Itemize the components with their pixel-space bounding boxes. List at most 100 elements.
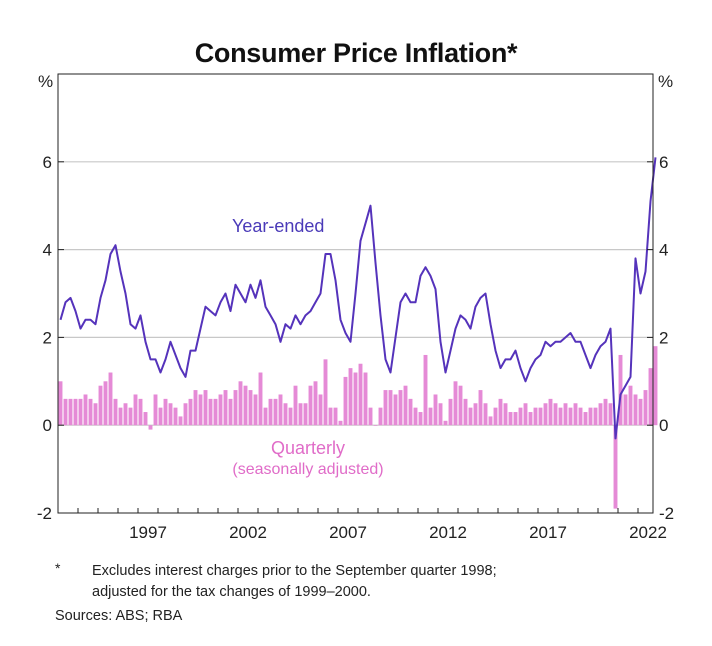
quarterly-bar — [133, 394, 138, 426]
quarterly-bar — [473, 403, 478, 426]
quarterly-bar — [293, 385, 298, 426]
quarterly-bar — [338, 420, 343, 426]
quarterly-bar — [383, 390, 388, 426]
y-tick-label-left: 4 — [43, 241, 52, 260]
quarterly-bar — [328, 407, 333, 426]
x-tick-label: 2002 — [229, 523, 267, 542]
quarterly-bar — [538, 407, 543, 426]
quarterly-bar — [563, 403, 568, 426]
quarterly-bar — [468, 407, 473, 426]
quarterly-bar — [268, 398, 273, 426]
quarterly-bar — [458, 385, 463, 426]
quarterly-bar — [163, 398, 168, 426]
quarterly-bar — [93, 403, 98, 426]
quarterly-bar — [648, 368, 653, 426]
quarterly-bar — [498, 398, 503, 426]
quarterly-bar — [393, 394, 398, 426]
quarterly-bars — [58, 346, 658, 509]
quarterly-bar — [613, 425, 618, 509]
quarterly-bar — [103, 381, 108, 426]
quarterly-bar — [428, 407, 433, 426]
quarterly-bar — [618, 354, 623, 426]
quarterly-bar — [598, 403, 603, 426]
quarterly-bar — [278, 394, 283, 426]
quarterly-bar — [183, 403, 188, 426]
quarterly-bar — [398, 390, 403, 426]
quarterly-bar — [198, 394, 203, 426]
y-tick-label-left: 6 — [43, 153, 52, 172]
quarterly-bar — [633, 394, 638, 426]
quarterly-bar — [508, 412, 513, 426]
y-tick-label-left: 0 — [43, 416, 52, 435]
quarterly-bar — [528, 412, 533, 426]
quarterly-bar — [568, 407, 573, 426]
footnote-line-1: Excludes interest charges prior to the S… — [92, 563, 497, 579]
quarterly-bar — [283, 403, 288, 426]
year-ended-line-group — [59, 157, 657, 440]
x-tick-label: 2022 — [629, 523, 667, 542]
quarterly-bar — [438, 403, 443, 426]
quarterly-bar — [273, 398, 278, 426]
quarterly-bar — [368, 407, 373, 426]
y-tick-label-left: 2 — [43, 328, 52, 347]
quarterly-bar — [108, 372, 113, 426]
quarterly-bar — [318, 394, 323, 426]
quarterly-bar — [363, 372, 368, 426]
quarterly-bar — [443, 420, 448, 426]
quarterly-bar — [583, 412, 588, 426]
quarterly-bar — [253, 394, 258, 426]
quarterly-bar — [308, 385, 313, 426]
quarterly-bar — [218, 394, 223, 426]
quarterly-bar — [573, 403, 578, 426]
quarterly-bar — [608, 403, 613, 426]
quarterly-bar — [88, 398, 93, 426]
quarterly-bar — [158, 407, 163, 426]
quarterly-bar — [553, 403, 558, 426]
quarterly-bar — [323, 359, 328, 426]
x-tick-label: 2007 — [329, 523, 367, 542]
quarterly-bar — [128, 407, 133, 426]
quarterly-bar — [173, 407, 178, 426]
axis-ticks: -2 -2 0 0 2 2 4 4 6 6 1997 2002 2007 2012 2017 2022 — [37, 153, 674, 542]
quarterly-bar — [523, 403, 528, 426]
quarterly-bar — [653, 346, 658, 426]
quarterly-bar — [488, 416, 493, 426]
quarterly-bar — [623, 394, 628, 426]
quarterly-bar — [238, 381, 243, 426]
quarterly-bar — [453, 381, 458, 426]
quarterly-bar — [123, 403, 128, 426]
quarterly-bar — [228, 398, 233, 426]
footnote-mark: * — [55, 560, 61, 576]
footnote-line-2: adjusted for the tax changes of 1999–200… — [92, 584, 371, 600]
quarterly-label: Quarterly — [271, 438, 345, 458]
y-tick-label-right: 4 — [659, 241, 668, 260]
quarterly-bar — [483, 403, 488, 426]
x-tick-label: 2017 — [529, 523, 567, 542]
quarterly-bar — [358, 363, 363, 426]
right-unit-label: % — [658, 72, 673, 91]
quarterly-bar — [288, 407, 293, 426]
quarterly-bar — [628, 385, 633, 426]
quarterly-bar — [413, 407, 418, 426]
quarterly-bar — [213, 398, 218, 426]
quarterly-bar — [433, 394, 438, 426]
quarterly-bar — [303, 403, 308, 426]
quarterly-bar — [493, 407, 498, 426]
quarterly-sublabel: (seasonally adjusted) — [232, 461, 383, 478]
quarterly-bar — [403, 385, 408, 426]
quarterly-bar — [543, 403, 548, 426]
chart-title: Consumer Price Inflation* — [194, 38, 518, 68]
quarterly-bar — [423, 354, 428, 426]
quarterly-bar — [343, 376, 348, 426]
quarterly-bar — [578, 407, 583, 426]
quarterly-bar — [203, 390, 208, 426]
y-tick-label-left: -2 — [37, 504, 52, 523]
quarterly-bar — [68, 398, 73, 426]
quarterly-bar — [588, 407, 593, 426]
quarterly-bar — [463, 398, 468, 426]
y-tick-label-right: 6 — [659, 153, 668, 172]
y-tick-label-right: 0 — [659, 416, 668, 435]
sources-note: Sources: ABS; RBA — [55, 608, 183, 624]
quarterly-bar — [408, 398, 413, 426]
quarterly-bar — [243, 385, 248, 426]
